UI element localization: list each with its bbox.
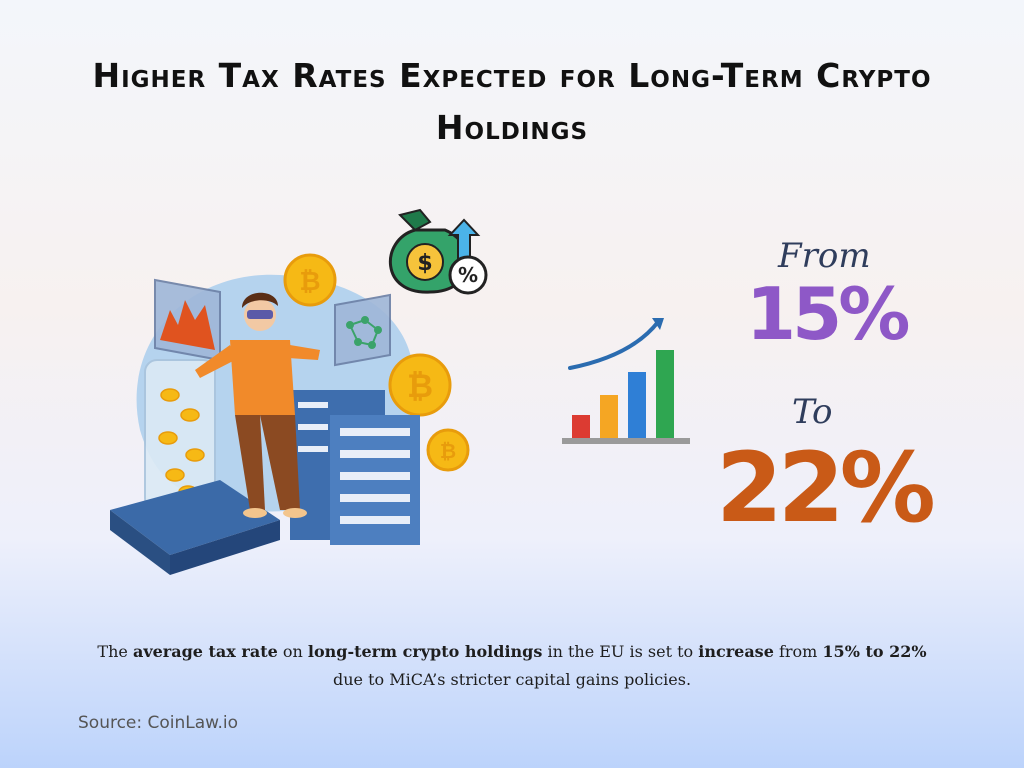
to-label: To (792, 392, 833, 432)
source-credit: Source: CoinLaw.io (78, 713, 239, 733)
svg-text:$: $ (417, 251, 432, 276)
svg-text:₿: ₿ (407, 367, 433, 405)
description: The average tax rate on long-term crypto… (97, 642, 927, 689)
percent-icon: % (448, 255, 488, 295)
crypto-investor-illustration: $ % ₿ ₿ ₿ (110, 208, 488, 575)
page-title: Higher Tax Rates Expected for Long-Term … (92, 56, 932, 148)
svg-text:₿: ₿ (299, 267, 320, 297)
person-vr (195, 292, 320, 518)
bitcoin-coin-icon: ₿ ₿ ₿ (283, 253, 470, 472)
to-value: 22% (716, 432, 936, 544)
server-rack (290, 390, 420, 545)
from-label: From (778, 236, 871, 276)
from-value: 15% (746, 272, 910, 356)
svg-text:₿: ₿ (440, 439, 456, 463)
svg-text:%: % (458, 263, 478, 287)
bar-chart-icon (562, 318, 690, 444)
